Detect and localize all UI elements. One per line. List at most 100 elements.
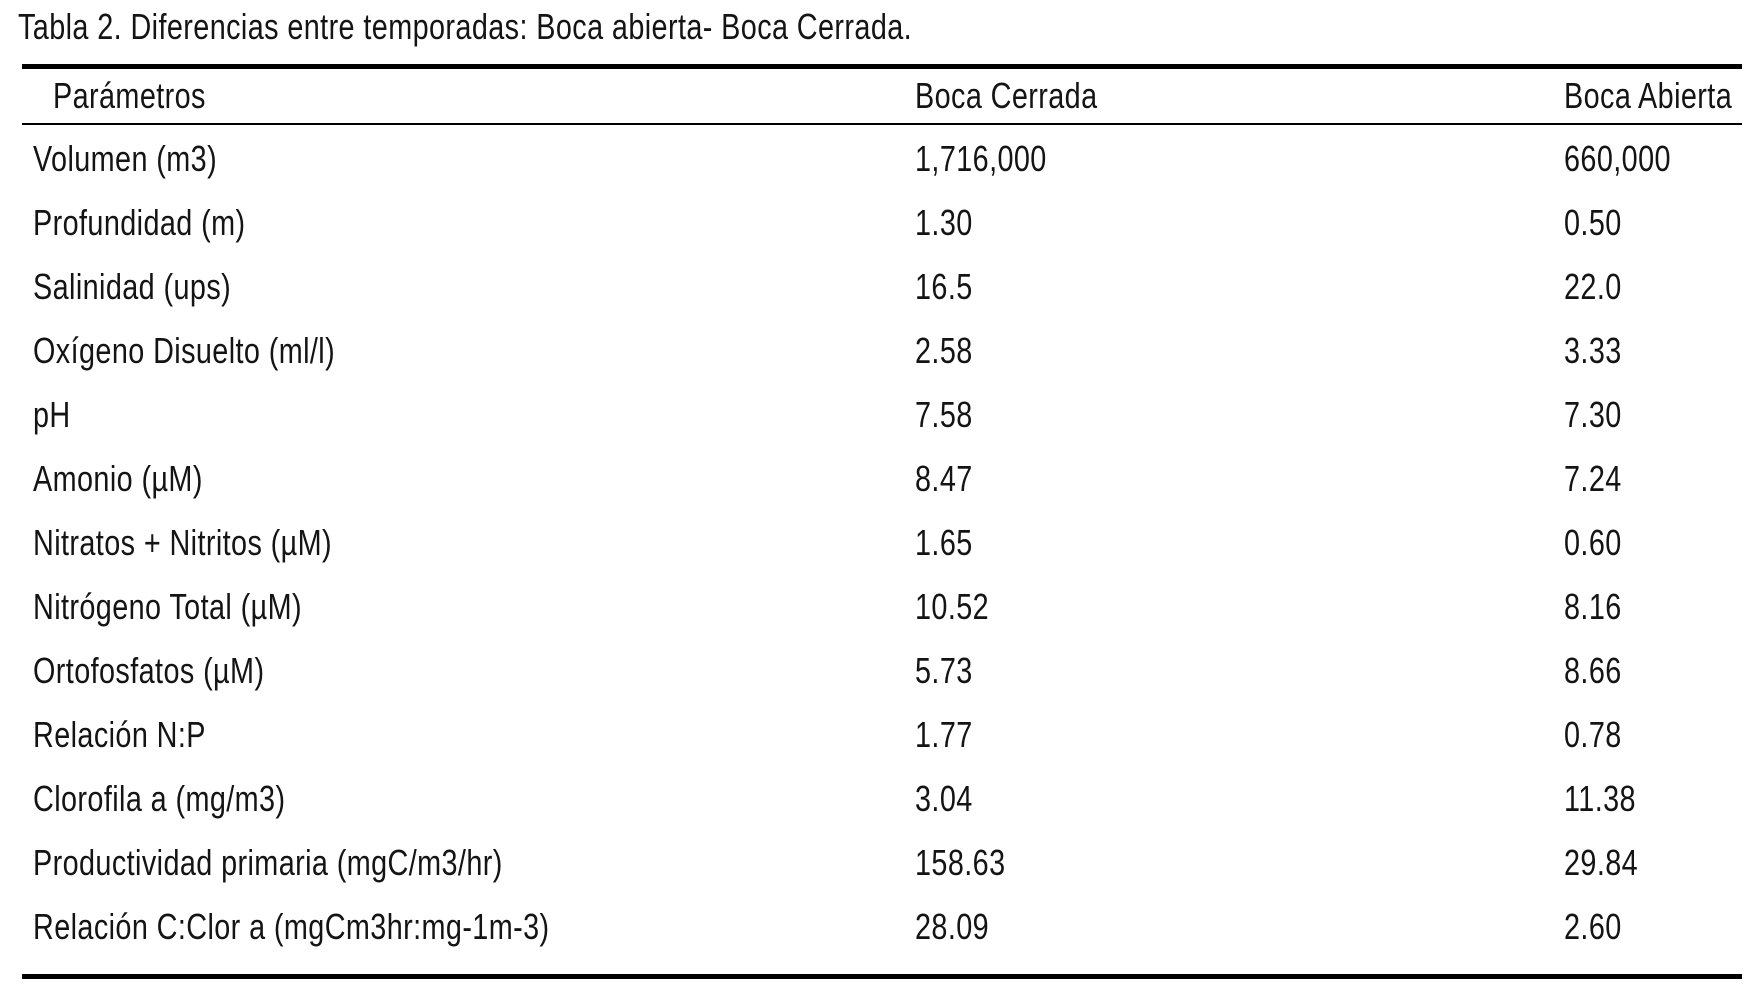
table-row: Clorofila a (mg/m3) 3.04 11.38 (0, 767, 1762, 831)
cell-boca-abierta-container: 0.60 (1564, 511, 1636, 575)
cell-boca-abierta: 29.84 (1564, 842, 1639, 883)
cell-boca-cerrada: 16.5 (915, 266, 973, 307)
cell-boca-abierta-container: 8.16 (1564, 575, 1636, 639)
cell-boca-cerrada-container: 1.30 (915, 191, 987, 255)
cell-boca-abierta: 660,000 (1564, 138, 1671, 179)
cell-boca-cerrada-container: 1.65 (915, 511, 987, 575)
cell-parametro-container: Nitrógeno Total (µM) (33, 575, 369, 639)
cell-boca-cerrada: 3.04 (915, 778, 973, 819)
table-row: Ortofosfatos (µM) 5.73 8.66 (0, 639, 1762, 703)
cell-boca-abierta-container: 7.24 (1564, 447, 1636, 511)
cell-boca-abierta: 0.60 (1564, 522, 1622, 563)
cell-parametro: Oxígeno Disuelto (ml/l) (33, 330, 336, 371)
cell-boca-abierta: 8.16 (1564, 586, 1622, 627)
cell-boca-cerrada-container: 3.04 (915, 767, 987, 831)
table-row: Relación N:P 1.77 0.78 (0, 703, 1762, 767)
column-header-boca-cerrada-cell: Boca Cerrada (915, 69, 1143, 123)
cell-boca-cerrada: 2.58 (915, 330, 973, 371)
cell-boca-abierta: 22.0 (1564, 266, 1622, 307)
table-caption-row: Tabla 2. Diferencias entre temporadas: B… (18, 4, 1136, 50)
cell-parametro-container: Productividad primaria (mgC/m3/hr) (33, 831, 620, 895)
cell-parametro: Volumen (m3) (33, 138, 218, 179)
bottom-rule (22, 974, 1742, 979)
cell-parametro: Relación C:Clor a (mgCm3hr:mg-1m-3) (33, 906, 550, 947)
cell-parametro: Ortofosfatos (µM) (33, 650, 265, 691)
cell-parametro: Salinidad (ups) (33, 266, 232, 307)
cell-parametro-container: Volumen (m3) (33, 127, 263, 191)
cell-boca-cerrada-container: 1.77 (915, 703, 987, 767)
cell-boca-cerrada-container: 10.52 (915, 575, 1008, 639)
cell-boca-cerrada-container: 1,716,000 (915, 127, 1080, 191)
cell-parametro: Clorofila a (mg/m3) (33, 778, 286, 819)
cell-parametro-container: Relación C:Clor a (mgCm3hr:mg-1m-3) (33, 895, 679, 959)
cell-boca-abierta-container: 0.50 (1564, 191, 1636, 255)
cell-parametro-container: Oxígeno Disuelto (ml/l) (33, 319, 411, 383)
cell-boca-cerrada: 1.30 (915, 202, 973, 243)
table-row: Profundidad (m) 1.30 0.50 (0, 191, 1762, 255)
cell-parametro: Nitratos + Nitritos (µM) (33, 522, 333, 563)
cell-boca-abierta-container: 0.78 (1564, 703, 1636, 767)
table-caption: Tabla 2. Diferencias entre temporadas: B… (18, 6, 913, 47)
column-header-boca-abierta: Boca Abierta (1564, 75, 1733, 116)
cell-boca-abierta-container: 7.30 (1564, 383, 1636, 447)
table-row: Salinidad (ups) 16.5 22.0 (0, 255, 1762, 319)
cell-boca-abierta: 11.38 (1564, 778, 1636, 819)
table-row: Nitratos + Nitritos (µM) 1.65 0.60 (0, 511, 1762, 575)
cell-parametro: pH (33, 394, 71, 435)
cell-boca-cerrada: 1,716,000 (915, 138, 1047, 179)
cell-boca-abierta: 0.78 (1564, 714, 1622, 755)
cell-boca-abierta-container: 29.84 (1564, 831, 1657, 895)
table-body: Volumen (m3) 1,716,000 660,000 Profundidad … (0, 127, 1762, 959)
cell-parametro-container: Clorofila a (mg/m3) (33, 767, 349, 831)
table-row: Oxígeno Disuelto (ml/l) 2.58 3.33 (0, 319, 1762, 383)
cell-boca-cerrada-container: 2.58 (915, 319, 987, 383)
cell-boca-abierta: 0.50 (1564, 202, 1622, 243)
cell-boca-cerrada-container: 5.73 (915, 639, 987, 703)
cell-boca-abierta-container: 660,000 (1564, 127, 1698, 191)
cell-parametro-container: Amonio (µM) (33, 447, 245, 511)
cell-parametro: Profundidad (m) (33, 202, 246, 243)
cell-parametro: Nitrógeno Total (µM) (33, 586, 302, 627)
cell-boca-abierta: 2.60 (1564, 906, 1622, 947)
table-row: Productividad primaria (mgC/m3/hr) 158.63… (0, 831, 1762, 895)
table-row: Volumen (m3) 1,716,000 660,000 (0, 127, 1762, 191)
table-row: Amonio (µM) 8.47 7.24 (0, 447, 1762, 511)
cell-parametro-container: Ortofosfatos (µM) (33, 639, 322, 703)
top-rule (22, 64, 1742, 69)
cell-boca-cerrada: 1.65 (915, 522, 973, 563)
cell-boca-abierta-container: 11.38 (1564, 767, 1654, 831)
table-header-row: Parámetros Boca Cerrada Boca Abierta (0, 69, 1762, 123)
column-header-parametros-cell: Parámetros (53, 69, 244, 123)
cell-boca-cerrada: 1.77 (915, 714, 973, 755)
table-row: Nitrógeno Total (µM) 10.52 8.16 (0, 575, 1762, 639)
cell-boca-abierta-container: 22.0 (1564, 255, 1636, 319)
column-header-boca-abierta-cell: Boca Abierta (1564, 69, 1762, 123)
cell-boca-cerrada-container: 28.09 (915, 895, 1008, 959)
cell-boca-cerrada: 5.73 (915, 650, 973, 691)
cell-boca-abierta: 8.66 (1564, 650, 1622, 691)
column-header-boca-cerrada: Boca Cerrada (915, 75, 1098, 116)
cell-boca-abierta-container: 2.60 (1564, 895, 1636, 959)
cell-boca-cerrada: 7.58 (915, 394, 973, 435)
cell-boca-abierta-container: 8.66 (1564, 639, 1636, 703)
table-row: Relación C:Clor a (mgCm3hr:mg-1m-3) 28.09… (0, 895, 1762, 959)
cell-parametro: Amonio (µM) (33, 458, 203, 499)
cell-boca-cerrada: 8.47 (915, 458, 973, 499)
cell-boca-cerrada-container: 16.5 (915, 255, 987, 319)
cell-boca-cerrada-container: 158.63 (915, 831, 1028, 895)
cell-boca-cerrada-container: 7.58 (915, 383, 987, 447)
cell-parametro-container: Relación N:P (33, 703, 249, 767)
cell-parametro-container: Profundidad (m) (33, 191, 299, 255)
cell-boca-cerrada: 10.52 (915, 586, 990, 627)
cell-parametro: Relación N:P (33, 714, 206, 755)
cell-parametro-container: pH (33, 383, 80, 447)
column-header-parametros: Parámetros (53, 75, 206, 116)
cell-boca-abierta: 7.30 (1564, 394, 1622, 435)
cell-parametro: Productividad primaria (mgC/m3/hr) (33, 842, 503, 883)
cell-boca-cerrada-container: 8.47 (915, 447, 987, 511)
header-rule (22, 123, 1742, 125)
cell-parametro-container: Salinidad (ups) (33, 255, 281, 319)
cell-boca-cerrada: 158.63 (915, 842, 1006, 883)
table-row: pH 7.58 7.30 (0, 383, 1762, 447)
